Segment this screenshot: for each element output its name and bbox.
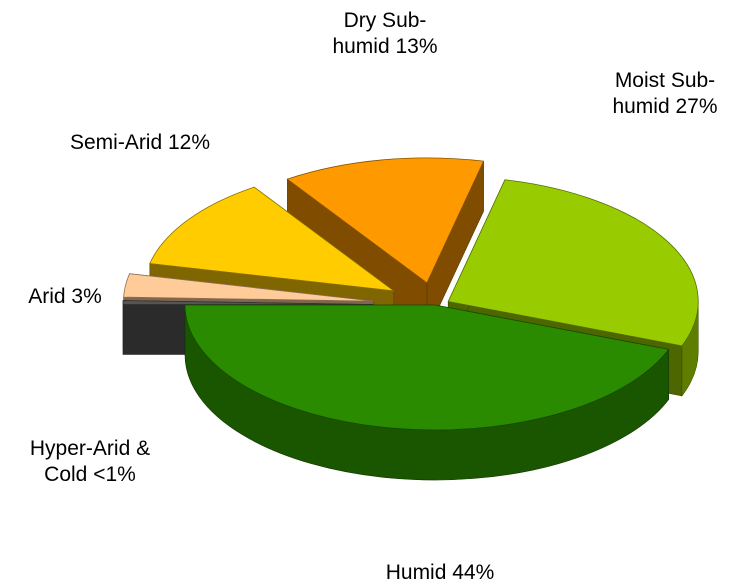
slice-label: Humid 44% xyxy=(340,560,540,586)
category-label: Hyper-Arid & Cold xyxy=(29,437,151,486)
value-label: 12% xyxy=(168,131,211,154)
category-label: Dry Sub-humid xyxy=(332,9,427,58)
slice-top xyxy=(184,304,670,431)
category-label: Arid xyxy=(28,285,66,308)
slice-label: Arid 3% xyxy=(5,284,125,310)
value-label: 27% xyxy=(675,95,718,118)
slice-label: Moist Sub-humid 27% xyxy=(600,68,730,120)
category-label: Semi-Arid xyxy=(69,131,163,154)
slice-top xyxy=(149,186,396,292)
slice-label: Semi-Arid 12% xyxy=(30,130,250,156)
slice-top xyxy=(286,157,485,284)
slice-top xyxy=(123,273,374,302)
category-label: Humid xyxy=(385,561,447,584)
pie-slice xyxy=(184,304,670,481)
value-label: <1% xyxy=(93,463,136,486)
category-label: Moist Sub-humid xyxy=(612,69,716,118)
slice-top xyxy=(122,300,374,305)
pie-slice xyxy=(286,157,485,334)
value-label: 44% xyxy=(452,561,495,584)
slice-top xyxy=(447,179,699,347)
value-label: 3% xyxy=(71,285,102,308)
value-label: 13% xyxy=(395,35,438,58)
slice-label: Dry Sub-humid 13% xyxy=(320,8,450,60)
slice-label: Hyper-Arid & Cold <1% xyxy=(15,436,165,488)
